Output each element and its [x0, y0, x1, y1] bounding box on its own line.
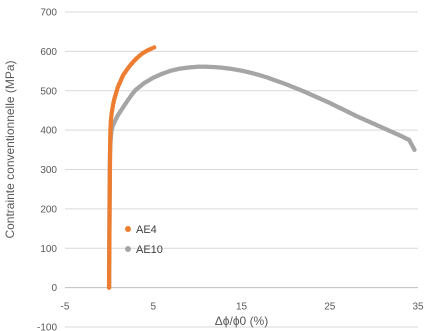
y-tick-label: 400: [40, 126, 57, 137]
y-tick-label: 500: [40, 86, 57, 97]
legend-label-ae10: AE10: [136, 244, 163, 256]
y-tick-label: 600: [40, 47, 57, 58]
series-points: [106, 45, 417, 290]
y-tick-label: 300: [40, 165, 57, 176]
data-point-ae4: [151, 45, 157, 50]
y-tick-label: 0: [51, 283, 57, 294]
x-tick-label: 15: [236, 302, 248, 313]
x-tick-label: 25: [324, 302, 336, 313]
y-tick-label: 100: [40, 244, 57, 255]
x-axis-title: Δϕ/ϕ0 (%): [215, 314, 268, 328]
y-axis-title: Contrainte conventionnelle (MPa): [3, 60, 17, 238]
axes: -100 0 100 200 300 400 500 600 700 -5 5 15 25 35: [37, 8, 424, 331]
legend-marker-ae4: [125, 226, 131, 232]
x-tick-label: 35: [412, 302, 424, 313]
legend-label-ae4: AE4: [136, 224, 157, 236]
gridlines: [65, 11, 418, 328]
y-tick-label: -100: [37, 323, 57, 331]
series-ae10: [106, 64, 417, 290]
data-point-ae10: [412, 147, 417, 153]
legend-marker-ae10: [125, 246, 131, 252]
y-tick-label: 200: [40, 204, 57, 215]
legend: AE4 AE10: [125, 224, 163, 256]
y-tick-label: 700: [40, 8, 57, 19]
x-tick-label: 5: [150, 302, 156, 313]
series-ae4: [106, 45, 157, 290]
x-tick-label: -5: [61, 302, 70, 313]
